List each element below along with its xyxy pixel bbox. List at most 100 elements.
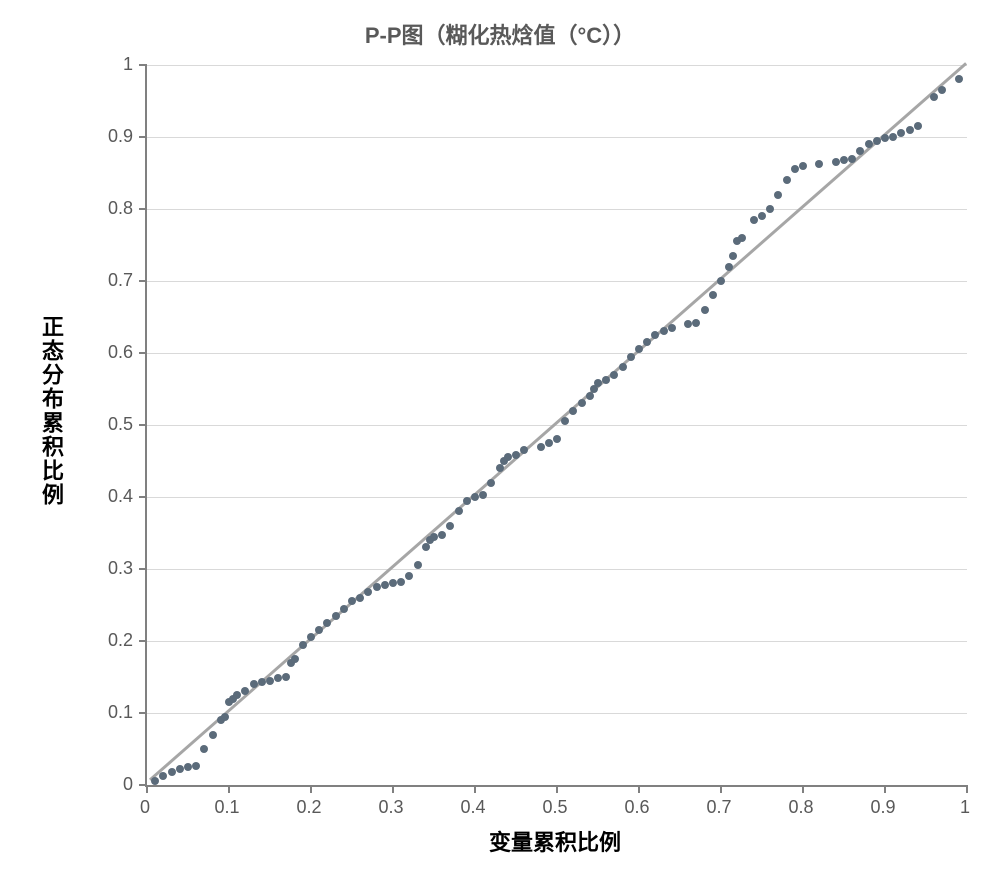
- data-point: [643, 338, 651, 346]
- y-tick-mark: [139, 568, 147, 570]
- data-point: [856, 147, 864, 155]
- data-point: [635, 345, 643, 353]
- x-axis-label: 变量累积比例: [145, 825, 965, 857]
- gridline-horizontal: [147, 137, 967, 138]
- data-point: [684, 320, 692, 328]
- y-tick-mark: [139, 496, 147, 498]
- data-point: [364, 588, 372, 596]
- data-point: [405, 572, 413, 580]
- data-point: [192, 762, 200, 770]
- data-point: [578, 399, 586, 407]
- x-tick-label: 0.9: [858, 797, 908, 818]
- y-tick-mark: [139, 424, 147, 426]
- data-point: [906, 126, 914, 134]
- data-point: [184, 763, 192, 771]
- data-point: [701, 306, 709, 314]
- x-tick-label: 0.4: [448, 797, 498, 818]
- data-point: [250, 680, 258, 688]
- data-point: [537, 443, 545, 451]
- data-point: [414, 561, 422, 569]
- data-point: [348, 597, 356, 605]
- data-point: [520, 446, 528, 454]
- y-tick-label: 0.9: [93, 126, 133, 147]
- data-point: [569, 407, 577, 415]
- data-point: [791, 165, 799, 173]
- data-point: [200, 745, 208, 753]
- x-tick-label: 0.8: [776, 797, 826, 818]
- x-tick-mark: [474, 785, 476, 793]
- data-point: [266, 677, 274, 685]
- x-tick-mark: [720, 785, 722, 793]
- data-point: [873, 137, 881, 145]
- y-tick-label: 0.5: [93, 414, 133, 435]
- y-tick-mark: [139, 136, 147, 138]
- data-point: [545, 439, 553, 447]
- y-tick-label: 0.4: [93, 486, 133, 507]
- y-tick-label: 0.6: [93, 342, 133, 363]
- x-tick-label: 0.5: [530, 797, 580, 818]
- data-point: [274, 674, 282, 682]
- data-point: [668, 324, 676, 332]
- gridline-horizontal: [147, 281, 967, 282]
- x-tick-label: 0.7: [694, 797, 744, 818]
- data-point: [594, 379, 602, 387]
- x-tick-mark: [556, 785, 558, 793]
- data-point: [233, 691, 241, 699]
- gridline-horizontal: [147, 713, 967, 714]
- data-point: [340, 605, 348, 613]
- data-point: [799, 162, 807, 170]
- y-tick-label: 0.7: [93, 270, 133, 291]
- x-tick-label: 0: [120, 797, 170, 818]
- data-point: [651, 331, 659, 339]
- y-tick-label: 0.1: [93, 702, 133, 723]
- data-point: [627, 353, 635, 361]
- data-point: [241, 687, 249, 695]
- data-point: [504, 453, 512, 461]
- data-point: [738, 234, 746, 242]
- y-tick-label: 0.8: [93, 198, 133, 219]
- data-point: [356, 594, 364, 602]
- data-point: [930, 93, 938, 101]
- y-tick-mark: [139, 280, 147, 282]
- data-point: [221, 713, 229, 721]
- x-tick-mark: [966, 785, 968, 793]
- y-tick-label: 0: [93, 774, 133, 795]
- data-point: [307, 633, 315, 641]
- x-tick-label: 0.2: [284, 797, 334, 818]
- data-point: [209, 731, 217, 739]
- data-point: [168, 768, 176, 776]
- data-point: [832, 158, 840, 166]
- data-point: [487, 479, 495, 487]
- reference-line: [149, 63, 967, 782]
- x-tick-mark: [310, 785, 312, 793]
- x-tick-label: 0.1: [202, 797, 252, 818]
- data-point: [815, 160, 823, 168]
- data-point: [471, 493, 479, 501]
- data-point: [865, 140, 873, 148]
- x-tick-mark: [392, 785, 394, 793]
- data-point: [455, 507, 463, 515]
- y-tick-label: 0.2: [93, 630, 133, 651]
- data-point: [438, 531, 446, 539]
- gridline-horizontal: [147, 209, 967, 210]
- x-tick-mark: [884, 785, 886, 793]
- x-tick-label: 1: [940, 797, 990, 818]
- y-axis-label: 正态分布累积比例: [35, 315, 67, 507]
- data-point: [151, 777, 159, 785]
- data-point: [258, 678, 266, 686]
- data-point: [774, 191, 782, 199]
- x-tick-mark: [802, 785, 804, 793]
- y-tick-mark: [139, 712, 147, 714]
- data-point: [176, 765, 184, 773]
- x-tick-label: 0.3: [366, 797, 416, 818]
- gridline-horizontal: [147, 497, 967, 498]
- data-point: [512, 451, 520, 459]
- x-tick-mark: [228, 785, 230, 793]
- data-point: [561, 417, 569, 425]
- data-point: [717, 277, 725, 285]
- data-point: [586, 392, 594, 400]
- plot-area: [145, 65, 967, 787]
- data-point: [725, 263, 733, 271]
- data-point: [496, 464, 504, 472]
- gridline-horizontal: [147, 425, 967, 426]
